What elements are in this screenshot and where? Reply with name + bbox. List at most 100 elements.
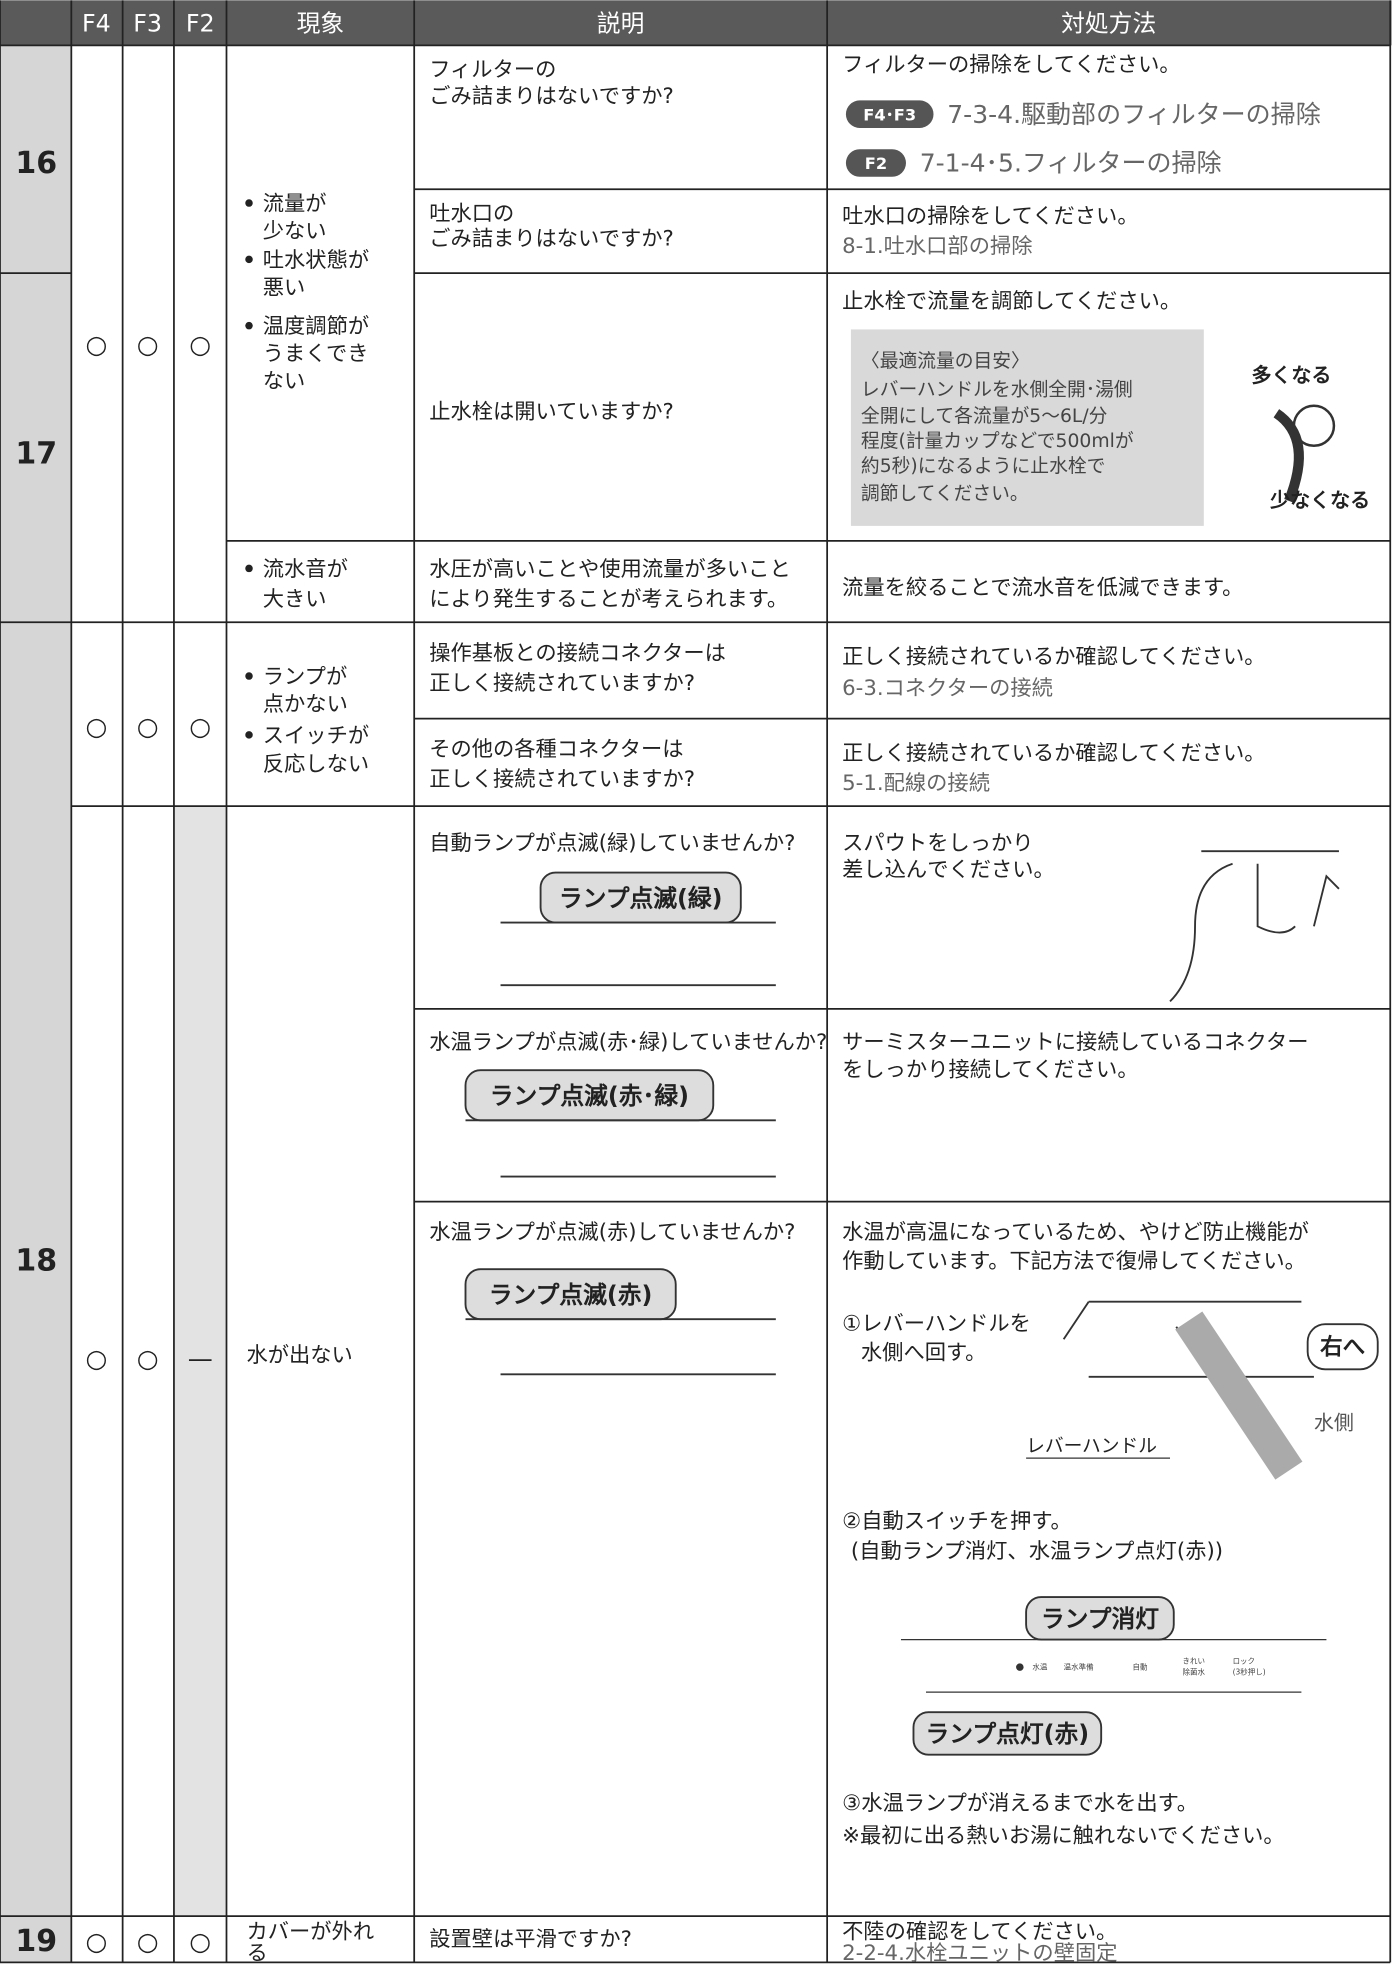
note: 調節してください。 [861, 483, 1029, 505]
mark: ○ [137, 1344, 159, 1373]
symptom: 悪い [263, 275, 306, 300]
th: 説明 [597, 10, 645, 38]
desc: 設置壁は平滑ですか? [429, 1927, 632, 1952]
ref: 2-2-4.水栓ユニットの壁固定 [842, 1941, 1117, 1964]
desc: 水温ランプが点滅(赤)していませんか? [429, 1220, 795, 1245]
callout: ランプ点滅(赤) [489, 1281, 653, 1309]
remedy: フィルターの掃除をしてください。 [842, 53, 1181, 78]
symptom: 水が出ない [247, 1343, 353, 1368]
descriptions: フィルターの ごみ詰まりはないですか? 吐水口の ごみ詰まりはないですか? 止水… [429, 58, 827, 1953]
desc: フィルターの [429, 58, 556, 83]
remedy: 差し込んでください。 [842, 857, 1055, 882]
remedy: 不陸の確認をしてください。 [842, 1920, 1117, 1945]
th: 現象 [297, 10, 345, 38]
remedy: 作動しています。下記方法で復帰してください。 [842, 1249, 1306, 1274]
row-number: 19 [15, 1924, 57, 1959]
note-bg [850, 329, 1204, 526]
symptom: 流水音が [263, 557, 348, 582]
symptom: うまくでき [263, 342, 369, 367]
ref: 7-1-4･5.フィルターの掃除 [920, 149, 1222, 178]
mark: ○ [189, 1927, 211, 1956]
header: F4 F3 F2 現象 説明 対処方法 [82, 10, 1156, 38]
panel-label: ロック [1233, 1656, 1256, 1665]
symptom: 吐水状態が [263, 248, 369, 273]
symptom: 点かない [263, 692, 348, 717]
note: 程度(計量カップなどで500mlが [861, 430, 1134, 452]
panel-label: 水温 [1032, 1662, 1048, 1672]
callout: ランプ消灯 [1041, 1605, 1159, 1633]
desc: 正しく接続されていますか? [429, 671, 695, 696]
marks: ○ ○ ○ ○ ○ ○ ○ ○ — ○ ○ ○ [85, 330, 212, 1956]
note: レバーハンドルを水側全開･湯側 [861, 379, 1133, 401]
desc: 吐水口の [429, 202, 514, 227]
callouts [464, 871, 776, 1376]
remedy: 正しく接続されているか確認してください。 [842, 741, 1265, 766]
panel-label: きれい [1183, 1656, 1206, 1665]
mark: ○ [137, 1927, 159, 1956]
note: 全開にして各流量が5～6L/分 [861, 405, 1108, 427]
symptom: 少ない [263, 219, 327, 244]
panel-label: 除菌水 [1183, 1667, 1206, 1677]
desc: 水温ランプが点滅(赤･緑)していませんか? [429, 1030, 827, 1055]
ref: 6-3.コネクターの接続 [842, 676, 1053, 701]
label: 水側 [1314, 1410, 1354, 1434]
mark: ○ [137, 712, 159, 741]
step: ※最初に出る熱いお湯に触れないでください。 [842, 1823, 1285, 1848]
ref: 5-1.配線の接続 [842, 771, 990, 796]
symptoms: 流量が 少ない 吐水状態が 悪い 温度調節が うまくでき ない 流水音が 大きい… [245, 192, 375, 1966]
remedy: 水温が高温になっているため、やけど防止機能が [842, 1220, 1309, 1245]
desc: により発生することが考えられます。 [429, 587, 788, 612]
ref-tag: F4･F3 [863, 105, 916, 124]
callout: ランプ点灯(赤) [926, 1720, 1090, 1748]
mark: ○ [189, 330, 211, 359]
desc: 止水栓は開いていますか? [429, 399, 674, 424]
remedy: 正しく接続されているか確認してください。 [842, 645, 1265, 670]
desc: 自動ランプが点滅(緑)していませんか? [429, 831, 795, 856]
desc: 正しく接続されていますか? [429, 767, 695, 792]
symptom: ランプが [263, 665, 347, 690]
remedy: 吐水口の掃除をしてください。 [842, 204, 1138, 229]
ref-tag: F2 [865, 154, 887, 173]
label: 多くなる [1251, 363, 1331, 387]
symptom: ない [263, 369, 306, 394]
symptom: る [247, 1941, 268, 1964]
desc: その他の各種コネクターは [429, 737, 683, 762]
th: F4 [82, 10, 111, 38]
symptom: 温度調節が [263, 314, 369, 339]
th: F2 [186, 10, 215, 38]
th: F3 [133, 10, 162, 38]
desc: ごみ詰まりはないですか? [429, 227, 674, 252]
remedies: フィルターの掃除をしてください。 F4･F3 7-3-4.駆動部のフィルターの掃… [842, 53, 1379, 1966]
header-bg [0, 0, 1392, 46]
desc: 水圧が高いことや使用流量が多いこと [429, 557, 791, 582]
step: ①レバーハンドルを [842, 1312, 1031, 1337]
symptom: 流量が [263, 192, 327, 217]
symptom: 反応しない [263, 752, 369, 777]
mark: — [188, 1344, 213, 1373]
row-number: 18 [15, 1243, 57, 1278]
step: (自動ランプ消灯、水温ランプ点灯(赤)) [851, 1539, 1223, 1564]
mark: ○ [85, 1927, 107, 1956]
step: ②自動スイッチを押す。 [842, 1509, 1072, 1534]
remedy: をしっかり接続してください。 [842, 1057, 1138, 1082]
remedy: 流量を絞ることで流水音を低減できます。 [842, 576, 1243, 601]
label: 右へ [1320, 1333, 1365, 1360]
row-number: 17 [15, 436, 57, 471]
panel-label: 温水準備 [1064, 1662, 1094, 1672]
callout: ランプ点滅(緑) [559, 884, 723, 912]
note: 約5秒)になるように止水栓で [861, 455, 1105, 477]
ref: 7-3-4.駆動部のフィルターの掃除 [947, 100, 1320, 129]
remedy: 止水栓で流量を調節してください。 [842, 289, 1181, 314]
callout: ランプ点滅(赤･緑) [490, 1082, 689, 1110]
symptom: カバーが外れ [247, 1920, 375, 1945]
mark: ○ [85, 1344, 107, 1373]
th: 対処方法 [1061, 10, 1156, 38]
note: 〈最適流量の目安〉 [861, 350, 1030, 372]
step: 水側へ回す。 [861, 1340, 986, 1365]
desc: 操作基板との接続コネクターは [429, 641, 726, 666]
mark: ○ [137, 330, 159, 359]
panel-label: (3秒押し) [1233, 1667, 1266, 1677]
mark: ○ [85, 330, 107, 359]
